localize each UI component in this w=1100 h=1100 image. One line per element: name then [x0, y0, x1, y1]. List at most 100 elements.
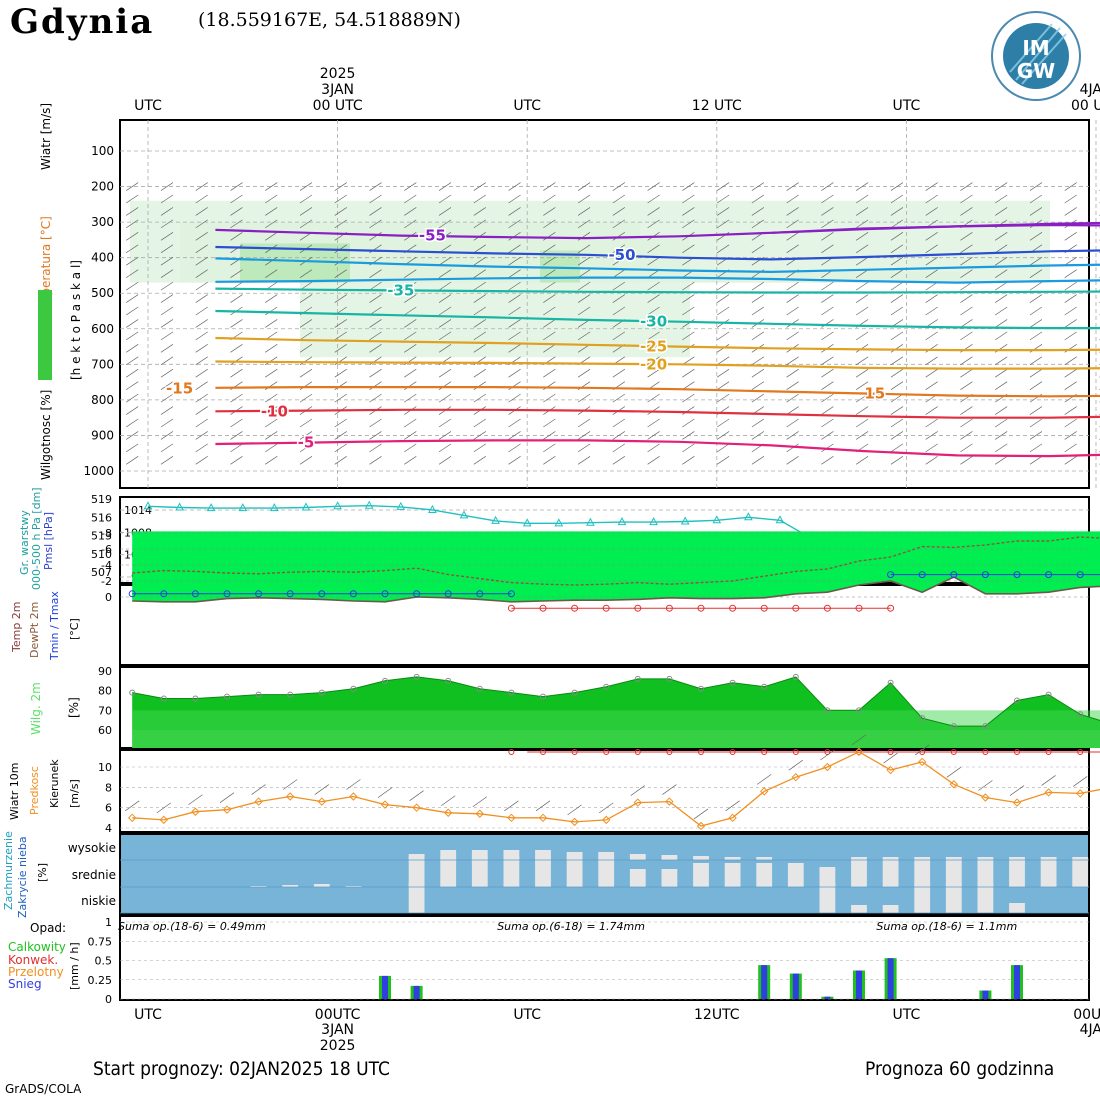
tmax-marker	[760, 604, 768, 612]
tmax-marker	[855, 604, 863, 612]
temperature-axis-label: Temp 2m	[10, 601, 23, 653]
thickness-marker	[333, 501, 342, 510]
cloud-low-bar	[1009, 903, 1025, 913]
wind-barb	[473, 456, 486, 465]
wind-barb	[716, 182, 730, 191]
humidity-marker	[761, 683, 768, 690]
wind-barb	[925, 232, 938, 241]
cloud-mid-bar	[566, 857, 583, 887]
wind-barb	[612, 194, 626, 204]
wind-barb	[716, 418, 730, 428]
temperature-tick-label: -4	[101, 559, 112, 572]
wind-barb	[786, 393, 799, 403]
wind-barb	[890, 393, 904, 403]
wind-barb	[473, 219, 486, 229]
wind-barb	[751, 368, 765, 378]
tmax-marker	[887, 604, 895, 612]
wind-axis-label: Wiatr 10m	[8, 763, 21, 820]
humidity-marker	[1045, 691, 1052, 698]
pressure-tick-label: 900	[91, 428, 114, 442]
wind-barb	[126, 456, 139, 465]
wind-barb	[716, 306, 730, 316]
wind-barb	[786, 418, 799, 428]
wind-barb	[230, 393, 243, 403]
cloud-mid-bar	[819, 867, 836, 887]
wind-10m-barb	[124, 800, 140, 812]
cloud-high-bar	[661, 855, 678, 860]
wind-barb	[1064, 306, 1077, 316]
wind-speed-marker	[728, 813, 737, 823]
wind-barb	[473, 182, 486, 191]
wind-barb	[960, 319, 973, 328]
wind-barb	[1064, 182, 1077, 191]
precip-snow-bar	[856, 970, 862, 999]
wind-barb	[682, 418, 695, 428]
wind-barb	[438, 344, 452, 353]
wind-barb	[230, 207, 243, 216]
wind-tick-label: 6	[105, 802, 112, 815]
wind-10m-barb	[346, 779, 361, 790]
wind-tick-label: 8	[105, 781, 112, 794]
tmin-marker	[160, 590, 168, 598]
wind-barb	[265, 393, 278, 403]
wind-barb	[855, 368, 869, 378]
wind-barb	[612, 393, 626, 403]
tmin-marker	[413, 590, 421, 598]
wind-speed-marker	[570, 817, 579, 827]
wind-barb	[682, 344, 695, 353]
wind-barb	[404, 368, 417, 378]
wind-barb	[334, 456, 347, 465]
wind-barb	[612, 431, 626, 440]
wind-barb	[508, 294, 521, 303]
wind-barb	[195, 269, 208, 278]
wind-barb	[334, 368, 347, 378]
wind-10m-barb	[440, 795, 456, 807]
wind-speed-marker	[823, 762, 832, 772]
wind-barb	[369, 319, 382, 328]
bottom-time-label: UTC	[513, 1007, 541, 1023]
humidity-marker	[255, 691, 262, 698]
wind-barb	[334, 219, 347, 229]
wind-speed-marker	[981, 793, 990, 802]
isotherm-label: -55	[419, 227, 446, 245]
wind-barb	[438, 456, 452, 465]
wind-barb	[473, 319, 486, 328]
wind-barb	[786, 294, 799, 303]
wind-barb	[647, 331, 660, 341]
wind-tick-label: 4	[105, 822, 112, 835]
cloud-high-bar	[566, 852, 583, 860]
wind-speed-marker	[759, 787, 769, 796]
wind-barb	[647, 431, 660, 440]
thickness-marker	[301, 502, 311, 511]
cloud-high-bar	[503, 850, 520, 860]
wind-barb	[577, 331, 591, 341]
tmax-marker	[634, 604, 642, 612]
wind-barb	[230, 319, 243, 328]
wind-barb	[751, 331, 765, 341]
wind-barb	[751, 381, 765, 390]
forecast-length: Prognoza 60 godzinna	[865, 1058, 1055, 1080]
wind-barb	[821, 219, 834, 229]
wind-barb	[821, 356, 834, 366]
wind-10m-barb	[693, 808, 709, 820]
wind-barb	[821, 331, 834, 341]
cloud-mid-bar	[1009, 857, 1025, 887]
wind-barb	[682, 331, 695, 341]
wind-barb	[682, 443, 695, 453]
precip-panel-frame	[119, 915, 1090, 1001]
wind-barb	[543, 393, 556, 403]
cloud-mid-bar	[914, 857, 931, 887]
wind-barb	[404, 431, 417, 440]
isotherm-label: 15	[864, 384, 885, 402]
wind-barb	[543, 194, 556, 204]
humidity-marker	[160, 695, 167, 702]
wind-barb	[508, 368, 521, 378]
wind-barb	[821, 207, 834, 216]
wind-barb	[508, 194, 521, 204]
wind-10m-barb	[820, 749, 835, 761]
wind-barb	[751, 393, 765, 403]
wind-barb	[612, 219, 626, 229]
wind-speed-marker	[791, 772, 801, 782]
wind-barb	[821, 281, 834, 291]
wind-barb	[299, 356, 313, 366]
